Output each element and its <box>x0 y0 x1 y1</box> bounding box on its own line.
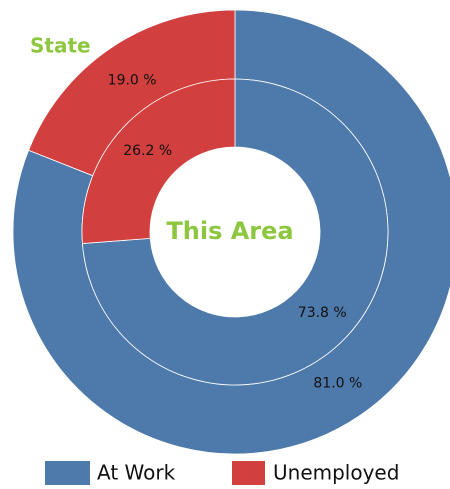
legend-label: Unemployed <box>273 461 399 485</box>
donut-slice <box>81 78 236 244</box>
donut-slice <box>82 78 389 386</box>
value-label: 73.8 % <box>298 305 347 321</box>
value-label: 81.0 % <box>313 375 362 391</box>
legend-swatch <box>45 461 90 485</box>
ring-name: This Area <box>166 217 293 245</box>
value-label: 26.2 % <box>123 143 172 159</box>
legend-label: At Work <box>97 461 176 485</box>
legend-swatch <box>232 461 265 485</box>
ring-name: State <box>30 34 91 58</box>
value-label: 19.0 % <box>108 73 157 89</box>
